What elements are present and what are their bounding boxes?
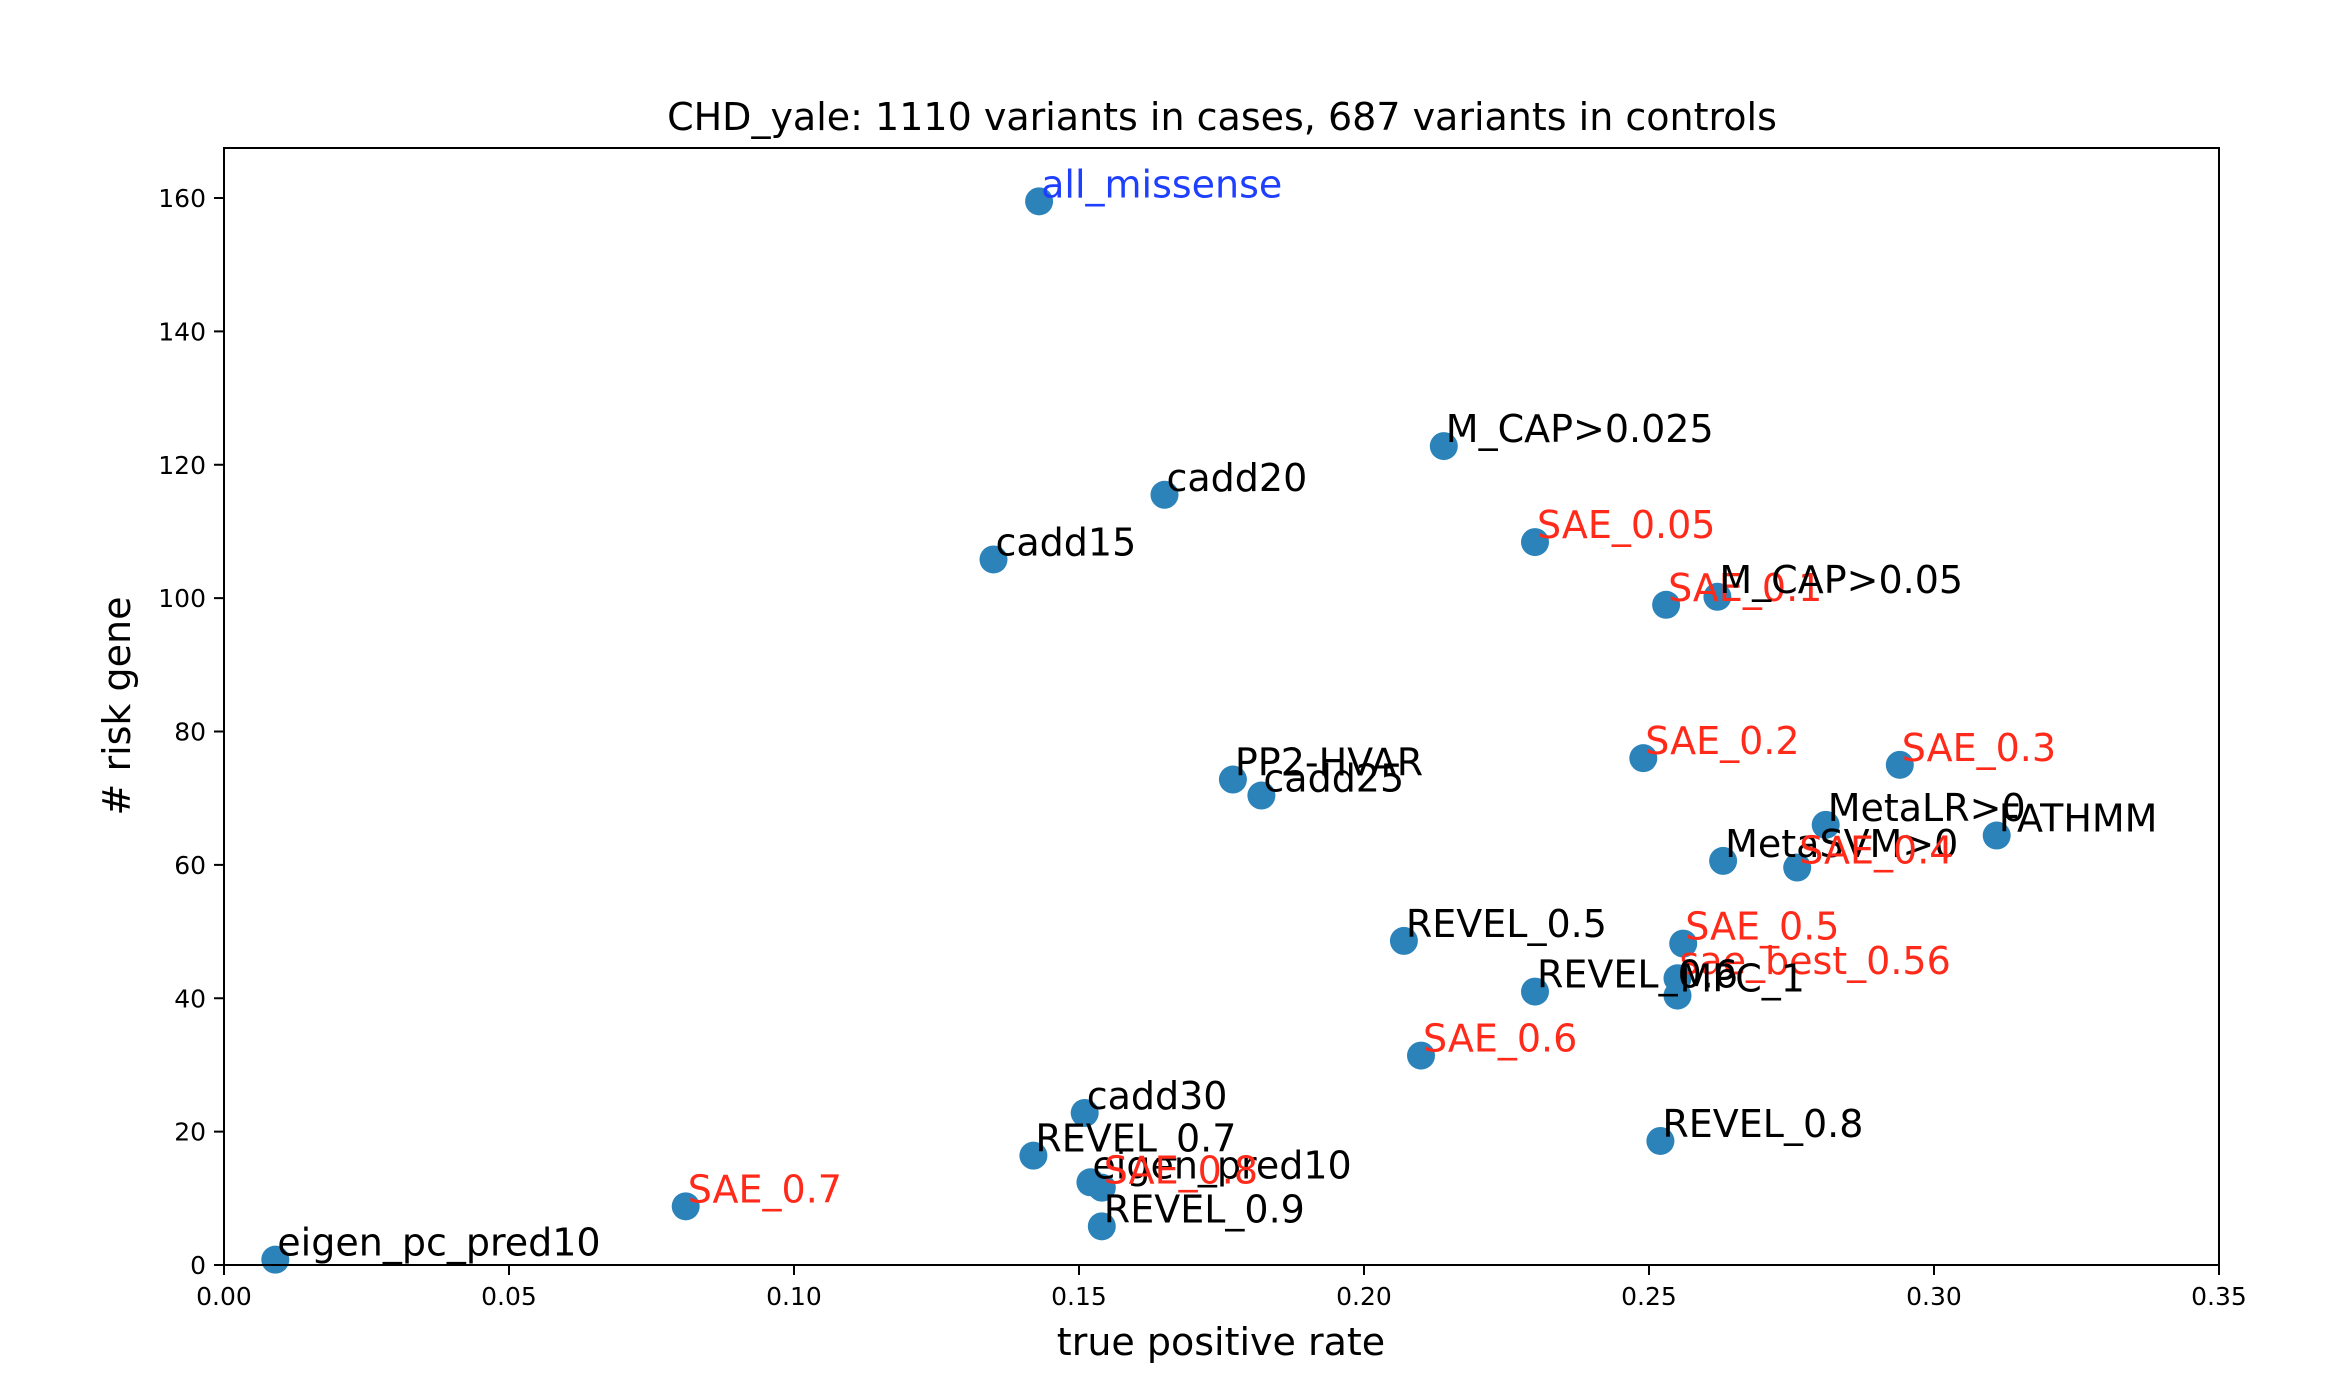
- y-tick-label: 120: [158, 451, 206, 480]
- ticks-layer: 0.00 0.05 0.10 0.15 0.20 0.25 0.30 0.35 0 20 40 60 8…: [158, 184, 2247, 1311]
- labels-layer: all_missense M_CAP>0.025 cadd20 cadd15 SAE_0…: [277, 162, 2157, 1264]
- point-label: MPC_1: [1680, 957, 1805, 1001]
- point-label: SAE_0.05: [1537, 503, 1715, 547]
- point-label: sae_best_0.56: [1680, 939, 1951, 983]
- y-tick-label: 20: [174, 1118, 206, 1147]
- point-label: SAE_0.1: [1668, 566, 1822, 610]
- data-point: [1521, 977, 1549, 1006]
- point-label: REVEL_0.8: [1662, 1102, 1863, 1146]
- y-tick-label: 100: [158, 584, 206, 613]
- data-point: [1669, 929, 1698, 958]
- x-tick-label: 0.35: [2191, 1282, 2247, 1311]
- point-label: SAE_0.8: [1104, 1149, 1258, 1193]
- marks-layer: [261, 187, 2011, 1274]
- chart-title: CHD_yale: 1110 variants in cases, 687 va…: [667, 95, 1777, 139]
- point-label: eigen_pc_pred10: [277, 1221, 600, 1265]
- y-tick-label: 160: [158, 184, 206, 213]
- data-point: [1087, 1212, 1116, 1241]
- data-point: [1709, 846, 1738, 875]
- point-label: REVEL_0.9: [1104, 1187, 1305, 1231]
- data-point: [1150, 480, 1179, 509]
- data-point: [1025, 187, 1054, 216]
- plot-area-frame: [223, 147, 2220, 1266]
- x-tick-label: 0.10: [766, 1282, 822, 1311]
- data-point: [1247, 781, 1276, 810]
- x-tick-label: 0.00: [196, 1282, 252, 1311]
- y-tick-label: 60: [174, 851, 206, 880]
- x-tick-label: 0.15: [1051, 1282, 1107, 1311]
- point-label: all_missense: [1041, 162, 1282, 206]
- point-label: MetaLR>0: [1828, 786, 2026, 830]
- data-point: [1429, 432, 1458, 461]
- point-label: cadd20: [1167, 456, 1308, 500]
- point-label: M_CAP>0.05: [1719, 558, 1963, 602]
- data-point: [1070, 1098, 1099, 1127]
- point-label: eigen_pred10: [1092, 1143, 1351, 1187]
- point-label: SAE_0.2: [1645, 719, 1799, 763]
- point-label: SAE_0.6: [1423, 1017, 1577, 1061]
- x-tick-label: 0.05: [481, 1282, 537, 1311]
- y-tick-label: 0: [190, 1251, 206, 1280]
- data-point: [979, 545, 1008, 574]
- y-tick-label: 80: [174, 718, 206, 747]
- data-point: [1019, 1141, 1048, 1170]
- x-tick-label: 0.30: [1906, 1282, 1962, 1311]
- data-point: [1885, 750, 1914, 779]
- data-point: [1646, 1126, 1675, 1155]
- data-point: [1982, 821, 2011, 850]
- point-label: SAE_0.5: [1685, 905, 1839, 949]
- data-point: [1652, 590, 1681, 619]
- point-label: REVEL_0.6: [1537, 953, 1738, 997]
- point-label: REVEL_0.7: [1035, 1117, 1236, 1161]
- data-point: [1811, 810, 1840, 839]
- x-axis-label: true positive rate: [1057, 1320, 1385, 1364]
- point-label: SAE_0.7: [688, 1167, 842, 1211]
- point-label: cadd15: [996, 520, 1137, 564]
- point-label: MetaSVM>0: [1725, 822, 1958, 866]
- data-point: [1407, 1041, 1435, 1070]
- data-point: [671, 1192, 700, 1221]
- y-tick-label: 140: [158, 317, 206, 346]
- data-point: [1218, 765, 1247, 794]
- point-label: SAE_0.4: [1799, 829, 1953, 873]
- data-point: [1087, 1173, 1116, 1202]
- data-point: [1783, 853, 1812, 882]
- data-point: [1521, 528, 1549, 557]
- data-point: [1629, 744, 1658, 773]
- y-tick-label: 40: [174, 984, 206, 1013]
- point-label: M_CAP>0.025: [1446, 407, 1714, 451]
- data-point: [1663, 981, 1692, 1010]
- point-label: SAE_0.3: [1902, 726, 2056, 770]
- x-tick-label: 0.25: [1621, 1282, 1677, 1311]
- data-point: [1389, 926, 1418, 955]
- x-tick-label: 0.20: [1336, 1282, 1392, 1311]
- point-label: REVEL_0.5: [1406, 902, 1607, 946]
- data-point: [1703, 582, 1732, 611]
- data-point: [261, 1245, 290, 1274]
- y-axis-label: # risk gene: [95, 597, 139, 816]
- point-label: PP2-HVAR: [1235, 741, 1423, 785]
- point-label: cadd25: [1263, 757, 1404, 801]
- point-label: cadd30: [1087, 1074, 1228, 1118]
- point-label: FATHMM: [1999, 797, 2158, 841]
